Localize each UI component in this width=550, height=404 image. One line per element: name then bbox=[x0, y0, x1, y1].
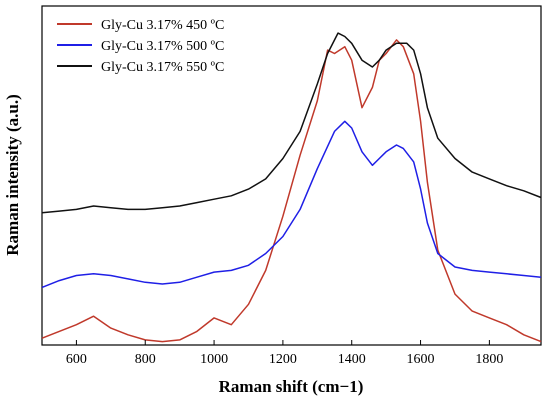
x-axis-ticks: 600 800 1000 1200 1400 1600 1800 bbox=[66, 340, 503, 367]
x-tick-label: 1200 bbox=[269, 352, 297, 367]
x-axis-title: Raman shift (cm−1) bbox=[219, 377, 364, 396]
x-tick-label: 1000 bbox=[200, 352, 228, 367]
legend: Gly-Cu 3.17% 450 ºC Gly-Cu 3.17% 500 ºC Gl… bbox=[57, 18, 224, 75]
x-tick-label: 1600 bbox=[407, 352, 435, 367]
series-line-2 bbox=[41, 120, 542, 289]
series-line-3 bbox=[41, 32, 542, 214]
legend-label-3: Gly-Cu 3.17% 550 ºC bbox=[101, 60, 224, 75]
x-tick-label: 1800 bbox=[475, 352, 503, 367]
legend-label-1: Gly-Cu 3.17% 450 ºC bbox=[101, 18, 224, 33]
x-tick-label: 600 bbox=[66, 352, 87, 367]
plot-area-frame bbox=[41, 5, 542, 346]
x-tick-label: 800 bbox=[135, 352, 156, 367]
series-group bbox=[41, 32, 542, 343]
series-line-1 bbox=[41, 39, 542, 343]
y-axis-title: Raman intensity (a.u.) bbox=[3, 94, 22, 256]
legend-label-2: Gly-Cu 3.17% 500 ºC bbox=[101, 39, 224, 54]
x-tick-label: 1400 bbox=[338, 352, 366, 367]
